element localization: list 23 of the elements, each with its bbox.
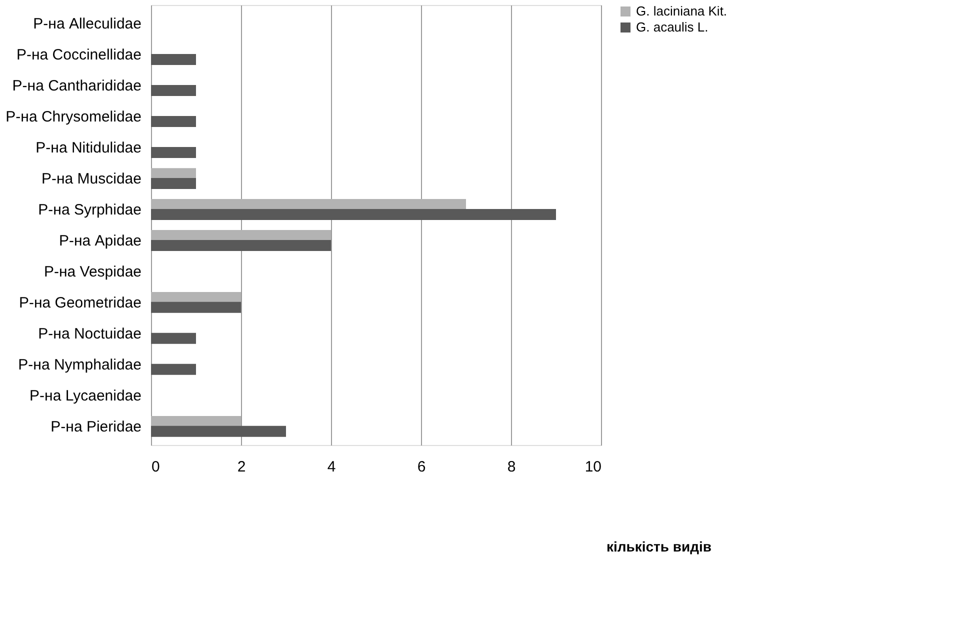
x-tick-label: 10 [584,458,602,476]
x-tick-label: 4 [327,458,336,476]
y-tick-label: Р-на Noctuidae [38,325,142,342]
y-tick-label: Р-на Lycaenidae [30,387,142,404]
y-tick-label: Р-на Geometridae [18,294,142,312]
legend-label: G. laciniana Kit. [636,4,728,18]
y-tick-label: Р-на Alleculidae [33,16,142,33]
y-tick-label: Р-на Apidae [59,232,142,250]
y-tick-label: Р-на Pieridae [50,418,142,436]
y-tick-label: Р-на Muscidae [42,170,142,188]
x-tick-label: 8 [507,458,516,476]
y-tick-label: Р-на Chrysomelidae [6,108,142,126]
x-axis-title: кількість видів [606,538,712,554]
y-tick-label: Р-на Cantharididae [12,78,142,95]
x-tick-label: 0 [152,458,160,476]
y-tick-label: Р-на Nymphalidae [18,356,142,374]
y-tick-label: Р-на Coccinellidae [16,46,142,64]
x-tick-label: 6 [417,458,426,476]
x-tick-label: 2 [237,458,246,476]
y-tick-label: Р-на Syrphidae [38,202,142,219]
y-tick-label: Р-на Nitidulidae [36,140,142,157]
legend-label: G. acaulis L. [636,20,708,34]
y-tick-label: Р-на Vespidae [44,263,142,280]
